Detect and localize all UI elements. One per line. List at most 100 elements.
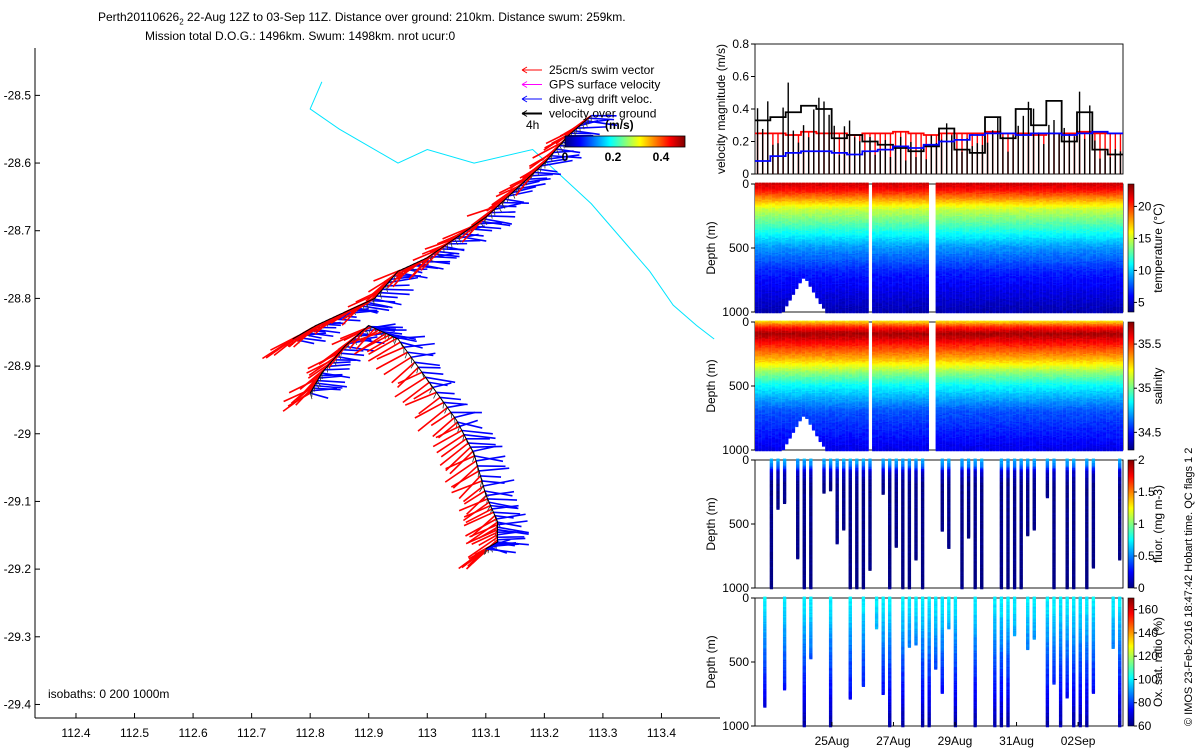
map-x-tick-label: 113.2 <box>530 726 559 740</box>
temperature-sample <box>785 304 788 307</box>
temperature-sample <box>795 286 798 289</box>
map-x-tick-label: 113 <box>418 726 437 740</box>
isobath-label: isobaths: 0 200 1000m <box>48 687 169 701</box>
drift-vector <box>493 512 520 514</box>
drift-vector <box>479 468 509 471</box>
drift-vector <box>436 251 459 253</box>
temperature-sample <box>765 310 768 313</box>
temperature-colorbar-label: 20 <box>1138 199 1152 213</box>
temperature-y-tick-label: 0 <box>742 177 749 191</box>
temperature-sample <box>755 310 758 313</box>
map-y-tick-label: -29.3 <box>4 630 32 644</box>
drift-vector <box>480 476 501 477</box>
map-y-tick-label: -28.6 <box>4 156 32 170</box>
temperature-colorbar-label: 10 <box>1138 263 1152 277</box>
map-x-tick-label: 112.6 <box>179 726 208 740</box>
swim-vector <box>384 357 411 374</box>
legend-drift-label: dive-avg drift veloc. <box>549 92 652 106</box>
temperature-sample <box>768 310 771 313</box>
velocity-y-tick-label: 0.8 <box>732 37 749 51</box>
temperature-sample <box>775 310 778 313</box>
map-y-tick-label: -28.5 <box>4 88 32 102</box>
temperature-colorbar-label: 15 <box>1138 231 1152 245</box>
drift-vector <box>380 293 410 295</box>
temperature-sample <box>789 298 792 301</box>
drift-vector <box>436 392 454 393</box>
drift-vector <box>498 538 526 539</box>
temperature-sample <box>802 276 805 279</box>
drift-vector <box>339 353 364 355</box>
temperature-colorbar-title: temperature (°C) <box>1151 203 1165 293</box>
legend-gps-label: GPS surface velocity <box>549 78 660 92</box>
map-y-tick-label: -28.8 <box>4 291 32 305</box>
drift-vector <box>471 446 503 447</box>
drift-vector <box>426 377 456 382</box>
drift-vector <box>502 203 529 204</box>
drift-vector <box>317 381 345 383</box>
temperature-sample <box>799 281 802 284</box>
legend-colorbar-tick: 0.2 <box>605 150 622 164</box>
drift-vector <box>375 328 396 329</box>
velocity-y-tick-label: 0.6 <box>732 70 749 84</box>
velocity-y-label: velocity magnitude (m/s) <box>714 44 728 174</box>
swim-vector <box>463 549 485 565</box>
velocity-series-velocity-over-ground <box>755 83 1123 174</box>
legend-dog-label: velocity over ground <box>549 107 656 121</box>
figure: Perth201106262 22-Aug 12Z to 03-Sep 11Z.… <box>0 0 1200 750</box>
temperature-y-tick-label: 500 <box>729 241 749 255</box>
map-y-tick-label: -28.7 <box>4 224 32 238</box>
map-x-tick-label: 112.7 <box>237 726 266 740</box>
map-x-tick-label: 113.3 <box>588 726 617 740</box>
ground-vector <box>538 169 539 175</box>
drift-vector <box>418 367 440 368</box>
map-y-tick-label: -29.1 <box>4 494 32 508</box>
temperature-sample <box>792 292 795 295</box>
legend-colorbar <box>565 136 685 147</box>
drift-vector <box>488 499 517 500</box>
drift-vector <box>498 206 516 207</box>
map-y-tick-label: -29 <box>14 427 32 441</box>
map-x-tick-label: 112.8 <box>296 726 325 740</box>
temperature-sample <box>758 310 761 313</box>
temperature-sample <box>812 290 815 293</box>
legend-swim-label: 25cm/s swim vector <box>549 63 654 77</box>
map-y-tick-label: -29.4 <box>4 697 32 711</box>
velocity-line <box>755 101 1123 155</box>
velocity-y-tick-label: 0.2 <box>732 135 749 149</box>
temperature-y-label: Depth (m) <box>704 221 718 274</box>
temperature-sample <box>819 301 822 304</box>
legend-colorbar-title: (m/s) <box>605 118 634 132</box>
map-x-tick-label: 113.1 <box>471 726 500 740</box>
drift-vector <box>462 430 493 433</box>
map-y-tick-label: -29.2 <box>4 562 32 576</box>
legend-colorbar-tick: 0.4 <box>653 150 670 164</box>
velocity-frame <box>755 44 1123 174</box>
legend-colorbar-tick: 0 <box>562 150 569 164</box>
drift-vector <box>325 369 350 370</box>
temperature-profiles <box>755 183 1123 314</box>
temperature-colorbar-label: 5 <box>1138 295 1145 309</box>
temperature-sample <box>809 284 812 287</box>
swim-vector <box>376 352 407 369</box>
drift-vector <box>577 127 607 128</box>
drift-vector <box>422 372 443 374</box>
velocity-y-tick-label: 0.4 <box>732 102 749 116</box>
temperature-sample <box>778 310 781 313</box>
drift-vector <box>440 397 461 399</box>
swim-vector <box>392 362 415 383</box>
temperature-colorbar <box>1128 184 1134 312</box>
map-x-tick-label: 112.4 <box>61 726 90 740</box>
drift-vector <box>464 435 495 439</box>
temperature-sample <box>782 309 785 312</box>
drift-vector <box>447 404 466 407</box>
temperature-sample <box>772 310 775 313</box>
drift-vector <box>377 296 398 298</box>
temperature-sample <box>805 278 808 281</box>
swim-vector <box>451 471 479 487</box>
drift-vector <box>415 362 440 365</box>
map-y-tick-label: -28.9 <box>4 359 32 373</box>
swim-vector <box>436 426 460 437</box>
legend-time-label: 4h <box>526 118 539 132</box>
temperature-sample <box>762 310 765 313</box>
drift-vector <box>531 175 553 176</box>
